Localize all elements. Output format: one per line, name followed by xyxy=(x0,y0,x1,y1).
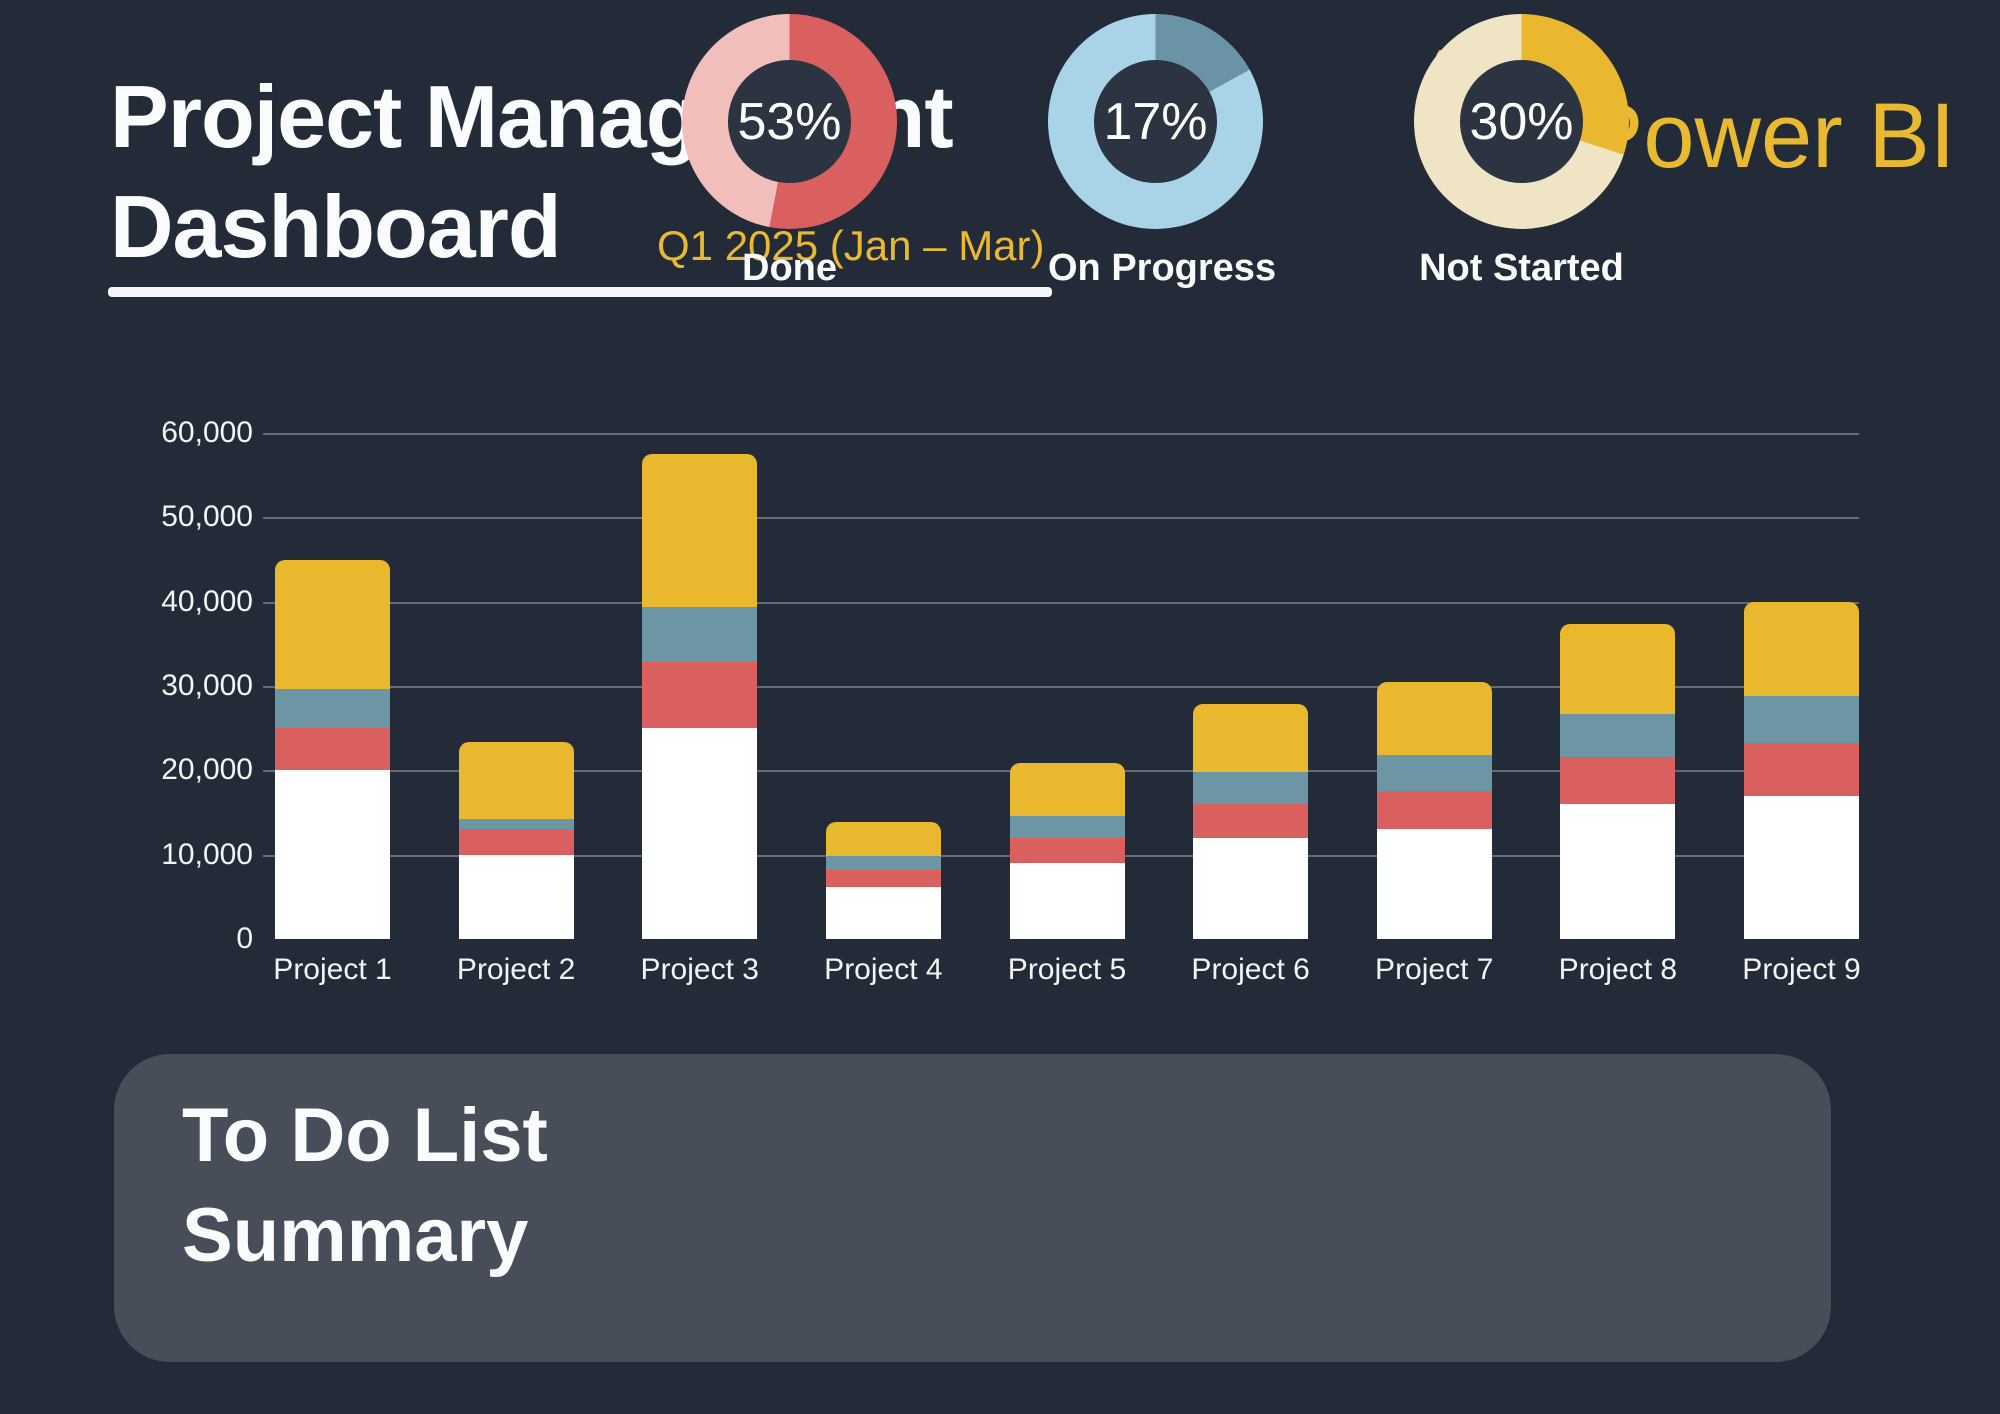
x-tick-label: Project 1 xyxy=(273,953,392,986)
panel-title-line2: Summary xyxy=(182,1193,529,1278)
bar-segment-white xyxy=(642,728,758,939)
bar-segment-yellow xyxy=(825,821,941,856)
bar-5[interactable]: Project 5 xyxy=(1008,433,1126,986)
bar-segment-white xyxy=(458,854,574,939)
donut-percent-done: 53% xyxy=(737,92,842,151)
todo-summary-panel: To Do List Summary xyxy=(114,1054,1831,1362)
bar-segment-teal xyxy=(1560,713,1676,757)
bar-segment-white xyxy=(1376,829,1492,939)
bar-segment-yellow xyxy=(1376,681,1492,756)
bar-segment-yellow xyxy=(1009,762,1125,816)
bar-segment-red xyxy=(1560,756,1676,805)
y-axis-labels: 60,000 50,000 40,000 30,000 20,000 10,000 0 xyxy=(0,416,253,955)
bar-segment-red xyxy=(825,869,941,887)
donut-ring-done: 53% xyxy=(682,14,897,229)
x-tick-label: Project 2 xyxy=(456,953,576,986)
bar-9[interactable]: Project 9 xyxy=(1742,433,1861,986)
bar-1[interactable]: Project 1 xyxy=(273,433,392,986)
y-tick-label: 0 xyxy=(236,922,253,955)
x-tick-label: Project 4 xyxy=(824,953,943,986)
bar-segment-white xyxy=(1744,795,1859,939)
x-tick-label: Project 3 xyxy=(640,953,759,986)
donut-ring-not-started: 30% xyxy=(1414,14,1629,229)
gridline xyxy=(263,686,1859,688)
x-tick-label: Project 6 xyxy=(1191,953,1310,986)
bar-segment-white xyxy=(1193,837,1309,939)
bar-segment-teal xyxy=(825,855,941,870)
stacked-bar-chart: 60,000 50,000 40,000 30,000 20,000 10,000 0 Pr… xyxy=(161,416,1861,986)
donut-label-not-started: Not Started xyxy=(1419,247,1624,289)
bar-segment-red xyxy=(642,662,758,729)
bar-segment-teal xyxy=(1744,696,1859,743)
gridline xyxy=(263,433,1859,435)
x-tick-label: Project 8 xyxy=(1558,953,1678,986)
donut-done[interactable]: 53% Done xyxy=(682,14,897,290)
bar-4[interactable]: Project 4 xyxy=(824,433,943,986)
bar-segment-red xyxy=(1376,791,1492,830)
gridline xyxy=(263,517,1859,520)
y-tick-label: 40,000 xyxy=(161,584,253,618)
bar-7[interactable]: Project 7 xyxy=(1375,433,1493,986)
bar-segment-red xyxy=(1193,804,1309,838)
bar-segment-white xyxy=(1009,863,1125,939)
y-tick-label: 10,000 xyxy=(161,837,253,871)
bars-row: Project 1 Project 2 Project 3 Project 4 Proj… xyxy=(273,433,1861,986)
donut-not-started[interactable]: 30% Not Started xyxy=(1414,14,1629,290)
bar-segment-white xyxy=(1560,804,1676,939)
bar-segment-red xyxy=(1744,742,1859,796)
gridline xyxy=(263,601,1859,604)
period-subtitle: Q1 2025 (Jan – Mar) xyxy=(657,222,1045,269)
y-tick-label: 20,000 xyxy=(161,753,253,787)
bar-segment-yellow xyxy=(642,454,758,607)
x-tick-label: Project 5 xyxy=(1007,953,1127,986)
y-tick-label: 30,000 xyxy=(161,669,253,702)
bar-segment-teal xyxy=(1376,755,1492,792)
bar-segment-white xyxy=(275,770,390,939)
x-tick-label: Project 9 xyxy=(1742,953,1861,986)
donut-percent-on-progress: 17% xyxy=(1103,92,1208,151)
bar-segment-teal xyxy=(275,688,390,729)
bar-segment-yellow xyxy=(458,741,574,820)
bar-segment-red xyxy=(458,828,574,855)
bar-segment-teal xyxy=(642,606,758,663)
donut-label-on-progress: On Progress xyxy=(1048,247,1277,289)
bar-2[interactable]: Project 2 xyxy=(457,433,575,986)
donut-on-progress[interactable]: 17% On Progress xyxy=(1048,14,1277,290)
y-tick-label: 50,000 xyxy=(161,500,253,534)
bar-8[interactable]: Project 8 xyxy=(1559,433,1677,986)
donut-percent-not-started: 30% xyxy=(1469,92,1574,151)
panel-title-line1: To Do List xyxy=(182,1093,548,1178)
y-tick-label: 60,000 xyxy=(161,416,253,449)
bar-segment-yellow xyxy=(1744,601,1859,697)
title-underline xyxy=(108,287,1052,297)
page-title-line2: Dashboard xyxy=(110,177,562,276)
x-tick-label: Project 7 xyxy=(1375,953,1494,986)
bar-segment-yellow xyxy=(1193,703,1309,773)
donut-label-done: Done xyxy=(742,247,837,289)
panel-title: To Do List Summary xyxy=(182,1086,548,1286)
bar-6[interactable]: Project 6 xyxy=(1191,433,1310,986)
powerbi-logo-text: Power BI xyxy=(1582,85,1956,187)
bar-segment-white xyxy=(825,886,941,939)
bar-3[interactable]: Project 3 xyxy=(641,433,759,986)
bar-segment-yellow xyxy=(1560,623,1676,714)
bar-segment-yellow xyxy=(275,559,390,689)
bar-segment-teal xyxy=(1009,815,1125,838)
bar-segment-red xyxy=(1009,837,1125,864)
donut-ring-on-progress: 17% xyxy=(1048,14,1263,229)
bar-segment-teal xyxy=(1193,772,1309,805)
bar-segment-red xyxy=(275,728,390,771)
bar-segment-teal xyxy=(458,819,574,829)
